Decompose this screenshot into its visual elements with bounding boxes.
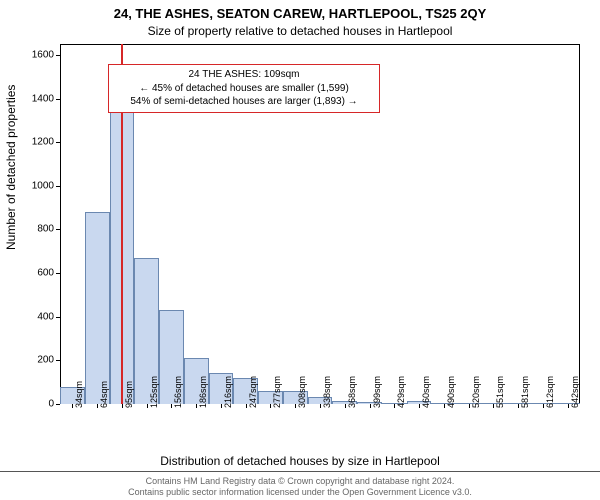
y-tick-mark (56, 404, 60, 405)
chart-title: 24, THE ASHES, SEATON CAREW, HARTLEPOOL,… (0, 6, 600, 21)
y-tick-mark (56, 273, 60, 274)
x-tick-mark (122, 404, 123, 408)
x-tick-label: 64sqm (99, 381, 109, 408)
x-tick-mark (147, 404, 148, 408)
x-tick-mark (444, 404, 445, 408)
x-tick-mark (221, 404, 222, 408)
x-tick-label: 338sqm (322, 376, 332, 408)
x-tick-mark (97, 404, 98, 408)
x-tick-label: 551sqm (495, 376, 505, 408)
y-tick-mark (56, 186, 60, 187)
x-tick-mark (246, 404, 247, 408)
y-tick-label: 1600 (14, 49, 60, 60)
y-tick-label: 0 (14, 399, 60, 410)
x-tick-mark (543, 404, 544, 408)
x-tick-mark (370, 404, 371, 408)
x-tick-label: 95sqm (124, 381, 134, 408)
y-tick-mark (56, 229, 60, 230)
y-tick-label: 1400 (14, 93, 60, 104)
y-tick-mark (56, 142, 60, 143)
x-tick-mark (518, 404, 519, 408)
x-tick-label: 308sqm (297, 376, 307, 408)
footer-divider (0, 471, 600, 472)
x-tick-label: 581sqm (520, 376, 530, 408)
x-tick-label: 216sqm (223, 376, 233, 408)
y-tick-label: 1000 (14, 180, 60, 191)
x-tick-label: 125sqm (149, 376, 159, 408)
y-tick-label: 800 (14, 224, 60, 235)
y-tick-mark (56, 360, 60, 361)
x-tick-label: 429sqm (396, 376, 406, 408)
x-tick-mark (568, 404, 569, 408)
x-tick-label: 156sqm (173, 376, 183, 408)
x-tick-label: 277sqm (272, 376, 282, 408)
x-tick-label: 520sqm (471, 376, 481, 408)
x-tick-label: 490sqm (446, 376, 456, 408)
x-tick-label: 34sqm (74, 381, 84, 408)
chart-subtitle: Size of property relative to detached ho… (0, 24, 600, 38)
x-tick-label: 368sqm (347, 376, 357, 408)
annotation-line2: ← 45% of detached houses are smaller (1,… (115, 82, 373, 96)
plot-area: 0200400600800100012001400160034sqm64sqm9… (60, 44, 580, 404)
annotation-line1: 24 THE ASHES: 109sqm (115, 68, 373, 82)
y-tick-label: 400 (14, 311, 60, 322)
x-tick-mark (419, 404, 420, 408)
x-tick-label: 642sqm (570, 376, 580, 408)
y-tick-label: 200 (14, 355, 60, 366)
x-tick-label: 247sqm (248, 376, 258, 408)
attribution: Contains HM Land Registry data © Crown c… (0, 476, 600, 498)
x-axis-label: Distribution of detached houses by size … (0, 454, 600, 468)
y-tick-mark (56, 317, 60, 318)
x-tick-label: 460sqm (421, 376, 431, 408)
x-tick-mark (345, 404, 346, 408)
annotation-box: 24 THE ASHES: 109sqm← 45% of detached ho… (108, 64, 380, 113)
x-tick-mark (469, 404, 470, 408)
y-tick-mark (56, 99, 60, 100)
y-tick-label: 1200 (14, 137, 60, 148)
attribution-line1: Contains HM Land Registry data © Crown c… (146, 476, 455, 486)
y-tick-label: 600 (14, 268, 60, 279)
x-tick-label: 186sqm (198, 376, 208, 408)
bar (85, 212, 110, 404)
x-tick-mark (320, 404, 321, 408)
x-tick-label: 612sqm (545, 376, 555, 408)
attribution-line2: Contains public sector information licen… (128, 487, 472, 497)
annotation-line3: 54% of semi-detached houses are larger (… (115, 95, 373, 109)
x-tick-label: 399sqm (372, 376, 382, 408)
y-tick-mark (56, 55, 60, 56)
chart-container: { "chart": { "type": "histogram", "title… (0, 0, 600, 500)
